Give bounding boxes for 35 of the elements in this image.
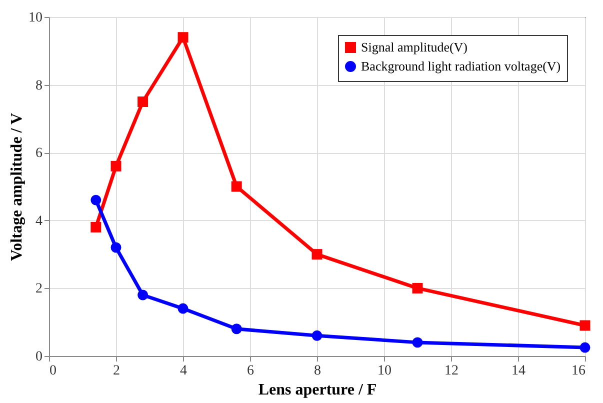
point [312, 330, 322, 341]
point [90, 194, 102, 206]
point [90, 222, 102, 232]
y-tick-label: 2 [36, 282, 42, 297]
x-tick-label: 14 [512, 364, 526, 378]
x-tick-label: 10 [378, 364, 392, 378]
point [138, 96, 148, 107]
y-tick-label: 10 [28, 10, 42, 26]
point [178, 303, 188, 314]
point [110, 242, 122, 253]
x-tick-label: 4 [180, 364, 187, 378]
point [580, 320, 590, 331]
x-tick-label: 6 [247, 364, 254, 378]
point [110, 160, 122, 172]
y-axis-title: Voltage amplitude / V [8, 112, 26, 262]
x-tick-label: 8 [314, 364, 321, 378]
x-tick-label: 16 [572, 364, 586, 378]
y-tick-label: 8 [36, 78, 42, 94]
legend-label: Signal amplitude(V) [361, 40, 468, 54]
x-axis-title: Lens aperture / F [258, 382, 377, 398]
point [312, 249, 322, 260]
y-tick-label: 0 [36, 350, 42, 364]
legend-label: Background light radiation voltage(V) [361, 58, 561, 74]
x-tick-label: 2 [113, 364, 120, 378]
point [231, 181, 242, 192]
y-tick-label: 6 [36, 146, 42, 162]
point [412, 337, 423, 348]
y-tick-label: 4 [36, 214, 42, 229]
point [138, 290, 148, 300]
point [580, 342, 590, 353]
point [412, 282, 423, 294]
x-tick-label: 0 [50, 364, 56, 378]
point [231, 324, 242, 334]
x-tick-label: 12 [444, 364, 458, 378]
point [178, 32, 188, 43]
